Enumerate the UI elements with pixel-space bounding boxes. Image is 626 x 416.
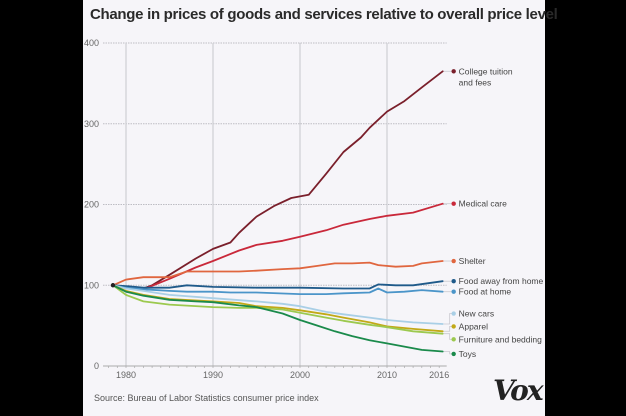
x-tick-label: 1990 xyxy=(203,370,223,380)
vox-logo: Vox xyxy=(493,374,544,407)
legend-label: Food at home xyxy=(459,287,512,297)
y-tick-label: 0 xyxy=(94,361,99,371)
y-tick-label: 200 xyxy=(84,200,99,210)
series-line xyxy=(112,284,444,335)
legend-label: Furniture and bedding xyxy=(459,334,542,344)
series-lines xyxy=(110,70,444,353)
y-tick-label: 300 xyxy=(84,119,99,129)
legend-label: and fees xyxy=(459,77,492,87)
legend-dot xyxy=(451,201,456,206)
legend-dot xyxy=(451,279,456,284)
legend-label: Food away from home xyxy=(459,276,544,286)
legend-dot xyxy=(451,337,456,342)
series-line xyxy=(112,280,444,290)
x-tick-label: 2010 xyxy=(377,370,397,380)
series-line xyxy=(112,284,444,325)
legend-label: Toys xyxy=(459,349,476,359)
series-line xyxy=(112,202,444,291)
legend-label: New cars xyxy=(459,309,494,319)
legend-label: Shelter xyxy=(459,256,486,266)
grid xyxy=(103,42,447,366)
legend-dot xyxy=(451,69,456,74)
origin-point xyxy=(110,283,116,288)
legend-dot xyxy=(451,351,456,357)
legend-label: College tuition xyxy=(459,66,513,76)
legend-dot xyxy=(451,324,456,329)
axes: 0 100 200 300 400 1980 1990 2000 2010 2016 xyxy=(84,38,449,380)
x-tick-label: 1980 xyxy=(116,370,136,380)
y-tick-label: 100 xyxy=(84,280,99,290)
x-tick-label: 2000 xyxy=(290,370,310,380)
x-tick-label: 2016 xyxy=(429,370,449,380)
source-note: Source: Bureau of Labor Statistics consu… xyxy=(94,393,319,403)
chart-panel: Change in prices of goods and services r… xyxy=(83,0,558,416)
legend-label: Apparel xyxy=(459,321,488,331)
legend-label: Medical care xyxy=(459,199,507,209)
chart-title: Change in prices of goods and services r… xyxy=(90,6,558,23)
y-tick-label: 400 xyxy=(84,38,99,48)
legend-dot xyxy=(451,311,456,316)
series-line xyxy=(112,70,444,290)
series-line xyxy=(112,284,444,353)
series-line xyxy=(112,284,444,295)
legend-dot xyxy=(451,289,456,294)
legend-dot xyxy=(451,258,456,264)
line-chart: 0 100 200 300 400 1980 1990 2000 2010 2016 Colleg… xyxy=(84,38,544,380)
series-line xyxy=(112,260,444,287)
